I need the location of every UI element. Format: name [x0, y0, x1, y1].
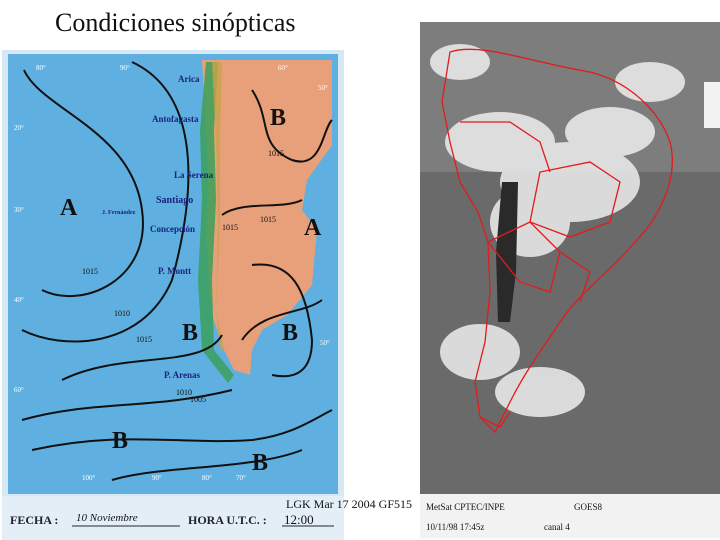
svg-text:1015: 1015	[136, 335, 152, 344]
svg-text:90°: 90°	[120, 64, 130, 72]
center-low-5: B	[252, 450, 268, 476]
city-labels: Arica Antofagasta La Serena Santiago Con…	[102, 74, 214, 380]
synoptic-chart: B A A B B B B Arica Antofagasta La Seren…	[2, 50, 344, 540]
hora-value: 12:00	[284, 512, 314, 527]
caption-date: 10/11/98 17:45z	[426, 522, 484, 532]
city-puerto-montt: P. Montt	[158, 266, 191, 276]
city-punta-arenas: P. Arenas	[164, 370, 201, 380]
slide-footer: LGK Mar 17 2004 GF515	[286, 497, 412, 511]
graticule-labels: 20° 30° 40° 50° 60° 80° 90° 100° 90° 80°…	[14, 64, 330, 482]
hora-label: HORA U.T.C. :	[188, 513, 267, 527]
svg-text:40°: 40°	[14, 296, 24, 304]
center-low-3: B	[282, 320, 298, 346]
svg-text:30°: 30°	[14, 206, 24, 214]
svg-text:50°: 50°	[320, 339, 330, 347]
satellite-image: MetSat CPTEC/INPE GOES8 10/11/98 17:45z …	[420, 22, 720, 538]
city-la-serena: La Serena	[174, 170, 214, 180]
country-borders	[441, 48, 673, 434]
land-south-america	[202, 60, 332, 375]
svg-text:90°: 90°	[152, 474, 162, 482]
fecha-value: 10 Noviembre	[76, 512, 138, 524]
isobar-labels: 1015 1015 1015 1015 1010 1015 1010 1005	[82, 149, 284, 404]
isobars	[21, 61, 333, 481]
pressure-centers: B A A B B B B	[60, 105, 322, 476]
svg-text:1005: 1005	[190, 395, 206, 404]
city-juan-fernandez: J. Fernández	[102, 210, 136, 216]
svg-text:1015: 1015	[268, 149, 284, 158]
caption-left: MetSat CPTEC/INPE	[426, 502, 505, 512]
svg-text:60°: 60°	[14, 386, 24, 394]
center-low-4: B	[112, 428, 128, 454]
svg-text:1015: 1015	[82, 267, 98, 276]
svg-text:100°: 100°	[82, 474, 96, 482]
clear-sky	[496, 182, 518, 322]
center-high-2: A	[304, 215, 322, 241]
center-high-1: A	[60, 195, 78, 221]
fecha-label: FECHA :	[10, 513, 58, 527]
svg-text:1015: 1015	[222, 223, 238, 232]
svg-text:1015: 1015	[260, 215, 276, 224]
center-low-2: B	[182, 320, 198, 346]
form-strip	[2, 496, 344, 540]
chile-coast	[198, 62, 234, 383]
city-antofagasta: Antofagasta	[152, 114, 199, 124]
svg-text:1010: 1010	[114, 309, 130, 318]
caption-strip	[420, 494, 720, 538]
svg-text:60°: 60°	[278, 64, 288, 72]
svg-text:80°: 80°	[36, 64, 46, 72]
caption-channel: canal 4	[544, 522, 570, 532]
chile-inland	[212, 62, 224, 350]
center-low-1: B	[270, 105, 286, 131]
slide-title: Condiciones sinópticas	[55, 8, 296, 37]
city-santiago: Santiago	[156, 195, 193, 206]
city-arica: Arica	[178, 74, 200, 84]
svg-text:1010: 1010	[176, 388, 192, 397]
svg-text:50°: 50°	[318, 84, 328, 92]
city-concepcion: Concepción	[150, 224, 195, 234]
svg-text:70°: 70°	[236, 474, 246, 482]
caption-right: GOES8	[574, 502, 603, 512]
svg-text:20°: 20°	[14, 124, 24, 132]
svg-text:80°: 80°	[202, 474, 212, 482]
